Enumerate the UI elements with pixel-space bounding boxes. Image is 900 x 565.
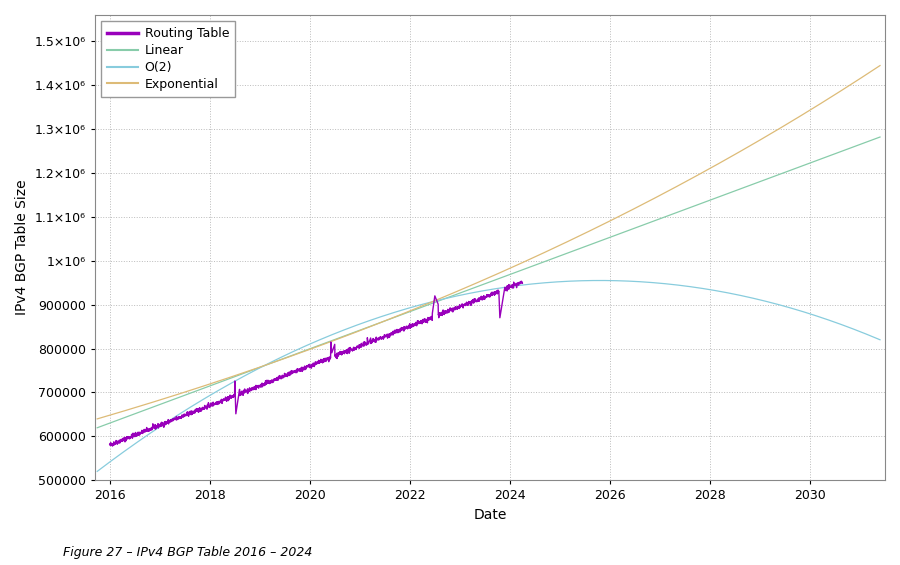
Y-axis label: IPv4 BGP Table Size: IPv4 BGP Table Size	[15, 180, 29, 315]
X-axis label: Date: Date	[473, 508, 507, 521]
Legend: Routing Table, Linear, O(2), Exponential: Routing Table, Linear, O(2), Exponential	[101, 21, 236, 97]
Text: Figure 27 – IPv4 BGP Table 2016 – 2024: Figure 27 – IPv4 BGP Table 2016 – 2024	[63, 546, 312, 559]
